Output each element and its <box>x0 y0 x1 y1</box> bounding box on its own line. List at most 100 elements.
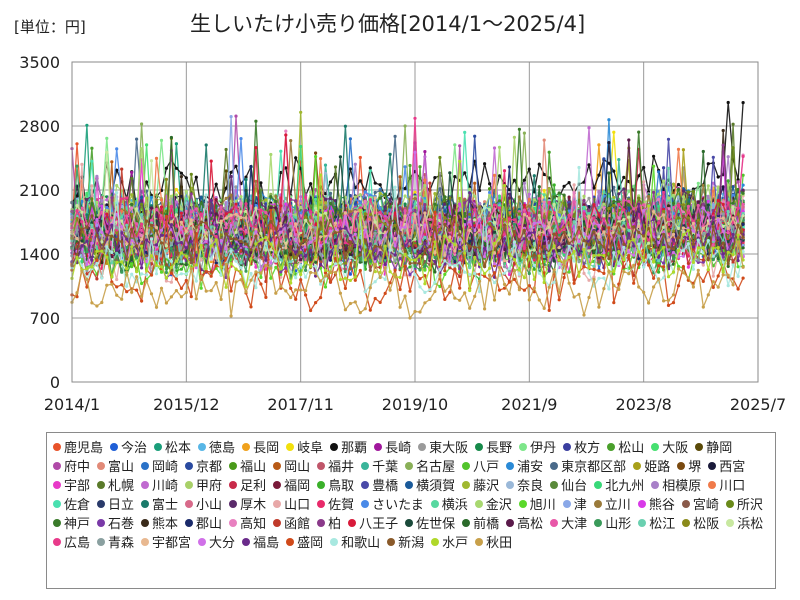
data-point <box>453 175 457 179</box>
data-point <box>90 146 94 150</box>
data-point <box>130 176 134 181</box>
data-point <box>423 150 427 154</box>
data-point <box>483 200 487 204</box>
data-point <box>398 175 402 179</box>
data-point <box>140 122 144 126</box>
data-point <box>587 126 591 130</box>
data-point <box>85 123 89 127</box>
data-point <box>348 167 352 171</box>
data-point <box>164 166 168 170</box>
data-point <box>562 184 566 188</box>
data-point <box>587 163 591 167</box>
data-point <box>433 176 437 180</box>
data-point <box>716 175 720 179</box>
data-point <box>597 173 601 177</box>
data-point <box>497 174 502 178</box>
data-point <box>458 144 462 148</box>
data-point <box>706 162 710 166</box>
data-point <box>453 143 457 147</box>
data-point <box>294 156 298 160</box>
data-point <box>423 155 427 159</box>
data-point <box>488 182 492 186</box>
data-point <box>353 201 357 205</box>
data-point <box>542 172 546 177</box>
data-point <box>224 147 228 152</box>
data-point <box>612 130 616 134</box>
data-point <box>662 166 666 170</box>
data-point <box>368 166 372 170</box>
data-point <box>373 190 377 195</box>
data-point <box>174 142 178 146</box>
data-point <box>657 170 661 174</box>
data-point <box>413 190 417 194</box>
data-point <box>607 262 611 266</box>
data-point <box>527 167 531 171</box>
data-point <box>463 171 467 175</box>
data-point <box>328 191 333 196</box>
data-point <box>323 163 328 167</box>
data-point <box>309 182 313 186</box>
data-point <box>403 186 407 191</box>
series-lines <box>70 100 745 320</box>
data-point <box>110 160 114 164</box>
data-point <box>741 183 745 187</box>
data-point <box>408 163 412 168</box>
data-point <box>259 181 263 185</box>
data-point <box>537 162 541 166</box>
data-point <box>115 168 119 172</box>
data-point <box>145 180 149 184</box>
data-point <box>522 178 527 182</box>
data-point <box>547 150 551 154</box>
data-point <box>179 171 183 175</box>
data-point <box>234 164 238 168</box>
data-point <box>323 192 328 196</box>
data-point <box>607 118 611 122</box>
data-point <box>75 142 79 146</box>
data-point <box>696 181 700 185</box>
data-point <box>512 135 517 139</box>
data-point <box>159 138 164 142</box>
data-point <box>130 170 134 175</box>
data-point <box>214 198 218 202</box>
data-point <box>174 200 178 204</box>
data-point <box>478 188 482 193</box>
data-point <box>582 194 586 198</box>
data-point <box>174 166 178 170</box>
data-point <box>348 272 352 276</box>
data-point <box>736 180 740 184</box>
data-point <box>105 198 109 202</box>
data-point <box>483 162 487 166</box>
data-point <box>299 195 303 199</box>
data-point <box>328 180 333 184</box>
data-point <box>617 158 621 162</box>
data-point <box>378 183 382 187</box>
data-point <box>279 170 283 175</box>
data-point <box>637 174 641 178</box>
data-point <box>224 169 228 173</box>
data-point <box>542 188 546 193</box>
data-point <box>527 192 531 196</box>
data-point <box>403 202 407 206</box>
data-point <box>597 143 601 147</box>
data-point <box>194 175 198 179</box>
data-point <box>234 114 238 118</box>
data-point <box>592 186 596 190</box>
data-point <box>418 165 422 169</box>
data-point <box>676 182 681 187</box>
data-point <box>522 131 527 135</box>
data-point <box>567 181 571 185</box>
data-point <box>254 265 258 269</box>
data-point <box>314 151 318 155</box>
data-point <box>632 184 636 188</box>
data-point <box>627 189 631 193</box>
data-point <box>393 134 397 138</box>
data-point <box>438 187 442 191</box>
data-point <box>488 187 492 191</box>
data-point <box>229 170 233 174</box>
data-point <box>358 155 362 160</box>
data-point <box>85 191 89 195</box>
data-point <box>244 175 248 179</box>
data-point <box>184 176 188 180</box>
data-point <box>736 178 740 182</box>
data-point <box>234 185 238 189</box>
